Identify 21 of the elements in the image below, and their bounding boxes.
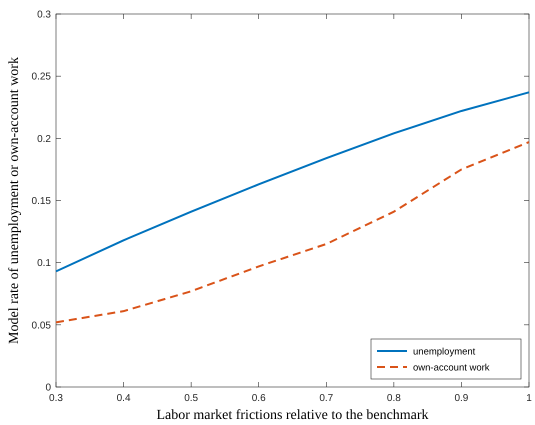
x-tick-label: 0.7 [319, 393, 334, 404]
y-tick-label: 0 [45, 382, 52, 394]
line-series [55, 141, 530, 324]
x-axis-title: Labor market frictions relative to the benchmark [156, 408, 429, 423]
y-tick-label: 0.2 [37, 134, 52, 145]
y-tick-label: 0.3 [37, 10, 52, 20]
y-tick-label: 0.25 [32, 72, 52, 83]
legend-label: own-account work [413, 362, 490, 374]
x-tick-label: 0.3 [49, 393, 64, 404]
y-tick-label: 0.1 [37, 258, 52, 270]
x-tick-label: 0.4 [116, 393, 131, 404]
line-series [55, 91, 530, 272]
x-tick-label: 0.6 [252, 393, 266, 404]
x-tick-label: 1 [526, 393, 532, 404]
x-tick-label: 0.9 [454, 393, 469, 404]
x-tick-label: 0.5 [184, 393, 199, 404]
y-tick-label: 0.05 [32, 320, 52, 332]
y-tick-label: 0.15 [32, 196, 52, 207]
x-tick-label: 0.8 [386, 393, 402, 404]
legend-label: unemployment [413, 346, 476, 358]
y-axis-title: Model rate of unemployment or own-account work [7, 57, 22, 344]
